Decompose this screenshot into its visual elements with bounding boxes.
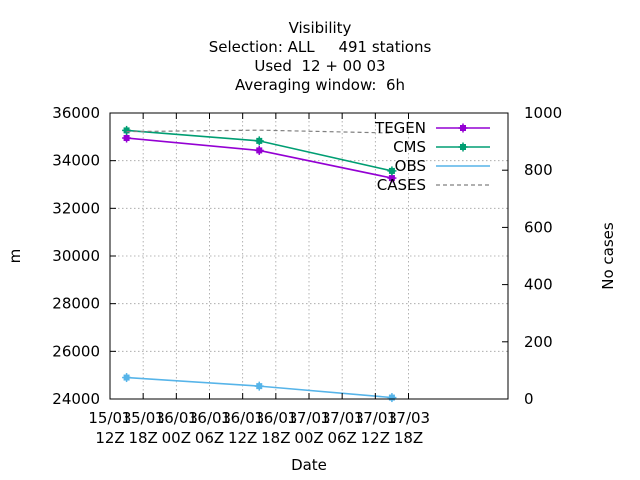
data-point — [387, 166, 397, 176]
x-tick-label-hour: 06Z — [327, 429, 356, 447]
plot-border — [109, 112, 509, 400]
y-tick-label: 32000 — [52, 199, 100, 217]
x-tick-label-date: 16/03 — [155, 409, 198, 427]
x-tick-label-date: 16/03 — [221, 409, 264, 427]
y2-tick-label: 800 — [524, 161, 553, 179]
y-axis-label: m — [6, 249, 24, 264]
data-point — [254, 145, 264, 155]
x-tick-label-hour: 18Z — [128, 429, 157, 447]
legend-label: CMS — [393, 138, 426, 156]
legend-label: OBS — [395, 157, 426, 175]
x-tick-label-date: 17/03 — [387, 409, 430, 427]
y2-tick-label: 1000 — [524, 104, 562, 122]
y2-axis-label: No cases — [599, 222, 617, 290]
y-tick-label: 28000 — [52, 295, 100, 313]
x-tick-label-date: 17/03 — [321, 409, 364, 427]
x-tick-label-date: 16/03 — [188, 409, 231, 427]
x-tick-label-date: 17/03 — [354, 409, 397, 427]
y-tick-label: 24000 — [52, 390, 100, 408]
x-tick-label-hour: 18Z — [261, 429, 290, 447]
y2-tick-label: 200 — [524, 333, 553, 351]
title-line: Visibility — [289, 19, 352, 37]
x-tick-label-date: 15/03 — [122, 409, 165, 427]
legend-label: TEGEN — [374, 119, 426, 137]
x-tick-label-date: 16/03 — [254, 409, 297, 427]
axis-ticks: 15/03 12Z 15/03 18Z 16/03 00Z 16/03 06Z 16/03 12Z… — [52, 104, 562, 447]
x-tick-label-hour: 12Z — [228, 429, 257, 447]
x-tick-label-date: 15/03 — [88, 409, 131, 427]
data-point — [458, 142, 468, 152]
x-tick-label-hour: 00Z — [162, 429, 191, 447]
x-tick-label-hour: 00Z — [294, 429, 323, 447]
x-tick-label-date: 17/03 — [287, 409, 330, 427]
y-tick-label: 26000 — [52, 342, 100, 360]
series-plot-area — [122, 125, 397, 403]
data-point — [458, 123, 468, 133]
y2-tick-label: 0 — [524, 390, 534, 408]
x-tick-label-hour: 12Z — [361, 429, 390, 447]
x-axis-label: Date — [291, 456, 327, 474]
title-line: Selection: ALL 491 stations — [209, 38, 432, 56]
data-point — [122, 125, 132, 135]
series-line — [126, 129, 392, 134]
y2-tick-label: 400 — [524, 276, 553, 294]
x-tick-label-hour: 12Z — [95, 429, 124, 447]
grid-lines — [110, 113, 508, 399]
data-point — [387, 393, 397, 403]
data-point — [122, 133, 132, 143]
x-tick-label-hour: 06Z — [195, 429, 224, 447]
y-tick-label: 34000 — [52, 152, 100, 170]
legend-label: CASES — [377, 176, 426, 194]
y-tick-label: 36000 — [52, 104, 100, 122]
title-line: Used 12 + 00 03 — [254, 57, 385, 75]
data-point — [254, 136, 264, 146]
y2-tick-label: 600 — [524, 218, 553, 236]
data-point — [254, 381, 264, 391]
title-line: Averaging window: 6h — [235, 76, 405, 94]
x-tick-label-hour: 18Z — [394, 429, 423, 447]
y-tick-label: 30000 — [52, 247, 100, 265]
data-point — [122, 373, 132, 383]
